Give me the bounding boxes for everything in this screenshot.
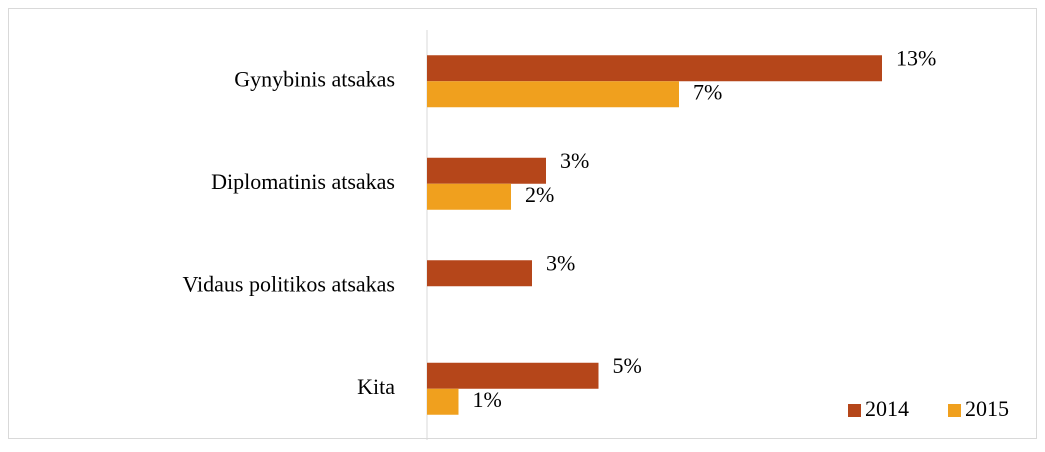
data-label: 3%	[546, 250, 575, 275]
legend-swatch	[848, 404, 861, 417]
bar	[427, 183, 511, 210]
data-label: 5%	[613, 353, 642, 378]
y-tick-label: Diplomatinis atsakas	[211, 169, 395, 194]
legend-label: 2014	[865, 396, 909, 421]
bar	[427, 362, 599, 389]
bar	[427, 260, 532, 287]
bar	[427, 157, 546, 184]
data-label: 1%	[473, 387, 502, 412]
bar	[427, 81, 679, 108]
y-tick-label: Kita	[357, 374, 395, 399]
legend-swatch	[948, 404, 961, 417]
data-label: 7%	[693, 79, 722, 104]
data-label: 2%	[525, 182, 554, 207]
legend-label: 2015	[965, 396, 1009, 421]
data-label: 13%	[896, 45, 936, 70]
bar	[427, 388, 459, 415]
data-label: 3%	[560, 148, 589, 173]
y-tick-label: Gynybinis atsakas	[234, 66, 395, 91]
y-tick-label: Vidaus politikos atsakas	[182, 271, 395, 296]
bar	[427, 55, 882, 82]
